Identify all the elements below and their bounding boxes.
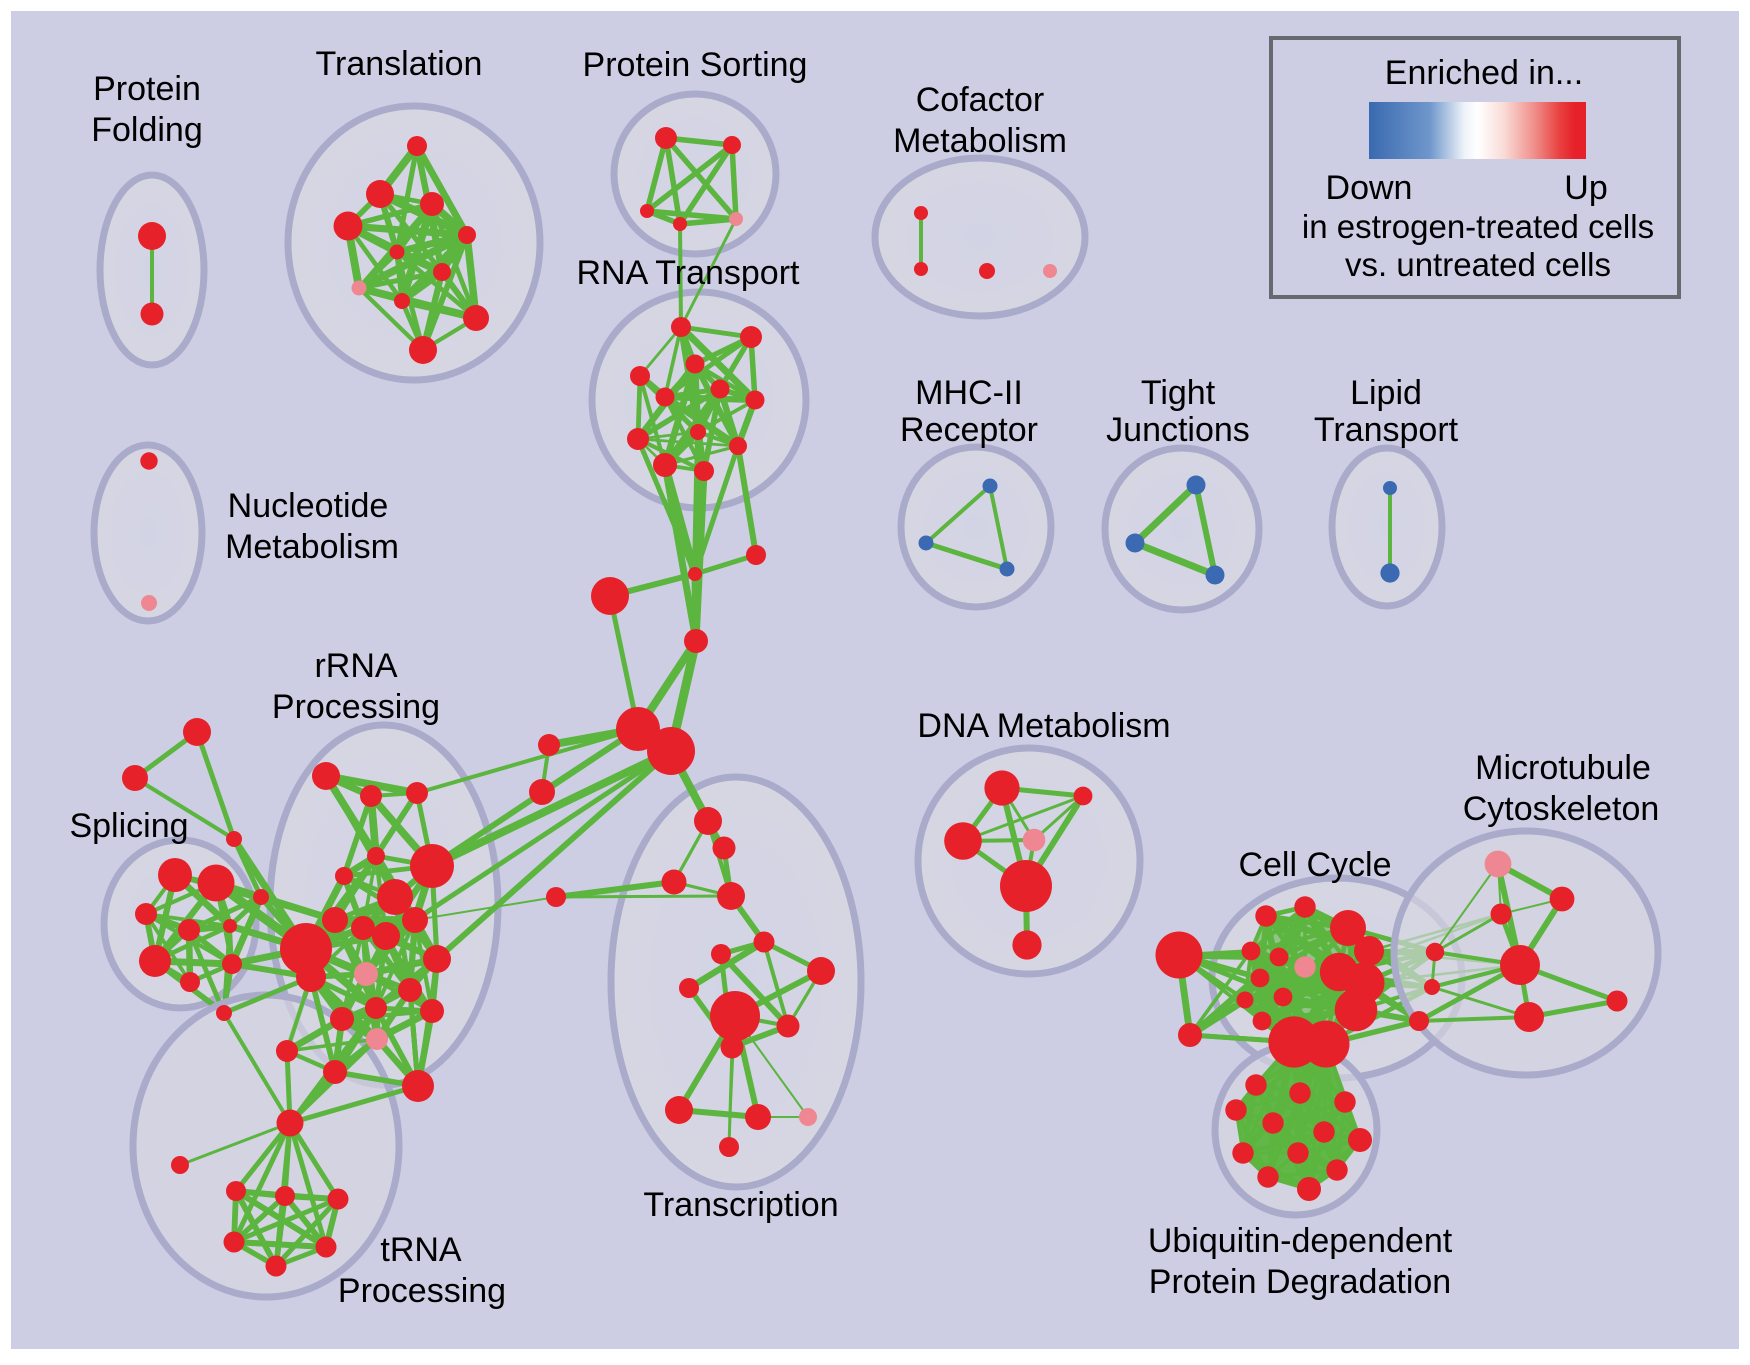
svg-text:Ubiquitin-dependent: Ubiquitin-dependent xyxy=(1148,1222,1453,1260)
svg-text:vs. untreated cells: vs. untreated cells xyxy=(1345,246,1611,283)
svg-text:Cytoskeleton: Cytoskeleton xyxy=(1463,790,1660,828)
svg-text:Protein: Protein xyxy=(93,70,201,108)
svg-text:Microtubule: Microtubule xyxy=(1475,749,1651,787)
svg-text:RNA Transport: RNA Transport xyxy=(577,254,801,292)
svg-text:Receptor: Receptor xyxy=(900,411,1038,449)
svg-text:Down: Down xyxy=(1326,169,1413,207)
svg-text:Tight: Tight xyxy=(1141,374,1216,412)
svg-text:Folding: Folding xyxy=(91,111,203,149)
svg-text:Metabolism: Metabolism xyxy=(893,122,1067,160)
svg-text:Transcription: Transcription xyxy=(643,1186,838,1224)
svg-text:Splicing: Splicing xyxy=(69,807,188,845)
svg-text:rRNA: rRNA xyxy=(314,647,397,685)
svg-text:Translation: Translation xyxy=(316,45,483,83)
svg-text:Junctions: Junctions xyxy=(1106,411,1250,449)
svg-text:Enriched in...: Enriched in... xyxy=(1385,54,1583,92)
svg-text:Cofactor: Cofactor xyxy=(916,81,1045,119)
svg-text:Protein Degradation: Protein Degradation xyxy=(1149,1263,1451,1301)
svg-text:tRNA: tRNA xyxy=(380,1231,462,1269)
svg-text:Nucleotide: Nucleotide xyxy=(228,487,389,525)
svg-text:Protein Sorting: Protein Sorting xyxy=(583,46,808,84)
svg-text:Metabolism: Metabolism xyxy=(225,528,399,566)
svg-text:Lipid: Lipid xyxy=(1350,374,1422,412)
svg-text:Processing: Processing xyxy=(272,688,440,726)
svg-text:Up: Up xyxy=(1564,169,1607,207)
svg-text:MHC-II: MHC-II xyxy=(915,374,1023,412)
svg-text:Transport: Transport xyxy=(1314,411,1459,449)
svg-text:in estrogen-treated cells: in estrogen-treated cells xyxy=(1302,208,1654,245)
svg-text:Processing: Processing xyxy=(338,1272,506,1310)
svg-text:DNA Metabolism: DNA Metabolism xyxy=(917,707,1170,745)
svg-text:Cell Cycle: Cell Cycle xyxy=(1238,846,1391,884)
